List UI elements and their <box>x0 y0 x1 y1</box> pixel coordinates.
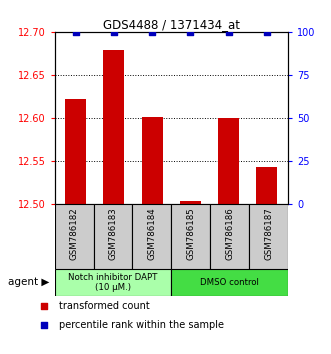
Bar <box>132 204 171 269</box>
Text: GSM786187: GSM786187 <box>264 207 273 259</box>
Bar <box>249 204 288 269</box>
Bar <box>218 118 239 204</box>
Text: percentile rank within the sample: percentile rank within the sample <box>59 320 224 330</box>
Point <box>41 322 47 327</box>
Point <box>226 29 231 35</box>
Point <box>73 29 78 35</box>
Bar <box>104 50 124 204</box>
Text: agent ▶: agent ▶ <box>8 277 50 287</box>
Title: GDS4488 / 1371434_at: GDS4488 / 1371434_at <box>103 18 240 31</box>
Text: GSM786185: GSM786185 <box>186 207 195 259</box>
Bar <box>180 201 201 204</box>
Bar <box>142 117 163 204</box>
Point <box>111 29 117 35</box>
Text: GSM786184: GSM786184 <box>147 207 156 259</box>
Text: Notch inhibitor DAPT
(10 μM.): Notch inhibitor DAPT (10 μM.) <box>68 273 158 292</box>
Bar <box>55 204 93 269</box>
Text: transformed count: transformed count <box>59 301 150 311</box>
Point <box>264 29 269 35</box>
Text: GSM786186: GSM786186 <box>225 207 234 259</box>
Bar <box>93 204 132 269</box>
Point <box>188 29 193 35</box>
Bar <box>171 204 210 269</box>
Text: DMSO control: DMSO control <box>200 278 259 287</box>
Bar <box>171 269 288 296</box>
Bar <box>55 269 171 296</box>
Text: GSM786183: GSM786183 <box>109 207 118 259</box>
Point <box>41 303 47 309</box>
Point <box>150 29 155 35</box>
Bar <box>256 167 277 204</box>
Bar <box>210 204 249 269</box>
Bar <box>65 99 86 204</box>
Text: GSM786182: GSM786182 <box>70 207 78 259</box>
